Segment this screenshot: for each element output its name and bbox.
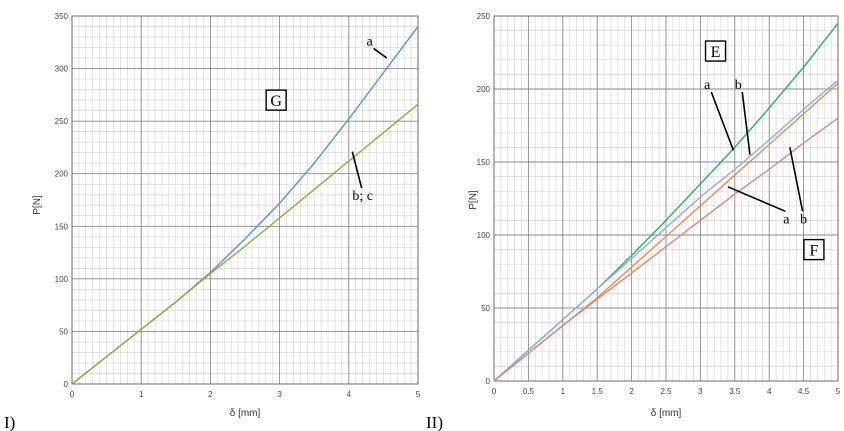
x-tick-label: 5 (836, 387, 841, 396)
x-tick-label: 4 (347, 390, 352, 399)
series-line-2 (493, 79, 839, 382)
panel-label: II) (426, 413, 443, 431)
plot-frame (493, 15, 839, 382)
y-axis-label: P[N] (468, 190, 479, 210)
x-tick-label: 1 (139, 390, 144, 399)
annotation-leader (373, 47, 388, 59)
y-tick-label: 300 (55, 65, 69, 74)
x-axis-label: δ [mm] (230, 408, 261, 419)
x-tick-label: 3 (277, 390, 282, 399)
x-tick-label: 2 (208, 390, 213, 399)
y-tick-label: 250 (477, 12, 491, 21)
y-tick-label: 100 (55, 275, 69, 284)
annotation-leader (710, 91, 735, 151)
y-tick-label: 50 (481, 304, 490, 313)
y-tick-label: 200 (477, 85, 491, 94)
y-tick-label: 150 (55, 222, 69, 231)
y-tick-label: 100 (477, 231, 491, 240)
annotation-label: a (783, 212, 790, 227)
boxed-label-text: F (809, 243, 818, 260)
series-line-2 (71, 103, 419, 385)
annotation-leader (741, 91, 751, 155)
y-tick-label: 0 (64, 380, 69, 389)
annotation-label: a (366, 34, 373, 49)
series-line-4 (493, 117, 839, 382)
boxed-label-box (803, 238, 825, 261)
x-tick-label: 0.5 (523, 387, 535, 396)
y-tick-label: 0 (486, 377, 491, 386)
annotation-leader (351, 151, 363, 189)
grid (71, 15, 419, 385)
boxed-label-text: G (270, 93, 282, 110)
y-tick-label: 250 (55, 117, 69, 126)
annotation-label: b (735, 78, 742, 93)
x-tick-label: 2 (629, 387, 634, 396)
y-tick-label: 350 (55, 12, 69, 21)
x-tick-label: 3.5 (729, 387, 741, 396)
panel-label: I) (4, 413, 15, 431)
y-tick-label: 150 (477, 158, 491, 167)
annotation-leader (727, 186, 786, 213)
annotation-label: b (800, 212, 807, 227)
x-tick-label: 1 (561, 387, 566, 396)
x-tick-label: 5 (416, 390, 421, 399)
x-tick-label: 1.5 (592, 387, 604, 396)
boxed-label-text: E (711, 44, 721, 61)
x-tick-label: 4.5 (798, 387, 810, 396)
x-axis-label: δ [mm] (651, 408, 682, 419)
x-tick-label: 0 (492, 387, 497, 396)
annotation-label: a (704, 78, 711, 93)
annotation-label: b; c (352, 189, 373, 204)
boxed-label-box (704, 40, 727, 62)
boxed-label-box (265, 89, 287, 111)
x-tick-label: 4 (767, 387, 772, 396)
x-tick-label: 3 (698, 387, 703, 396)
y-axis-label: P[N] (32, 195, 43, 215)
plot-frame (71, 15, 419, 385)
annotation-leader (789, 147, 804, 212)
y-tick-label: 50 (59, 327, 68, 336)
x-tick-label: 2.5 (660, 387, 672, 396)
y-tick-label: 200 (55, 170, 69, 179)
x-tick-label: 0 (70, 390, 75, 399)
